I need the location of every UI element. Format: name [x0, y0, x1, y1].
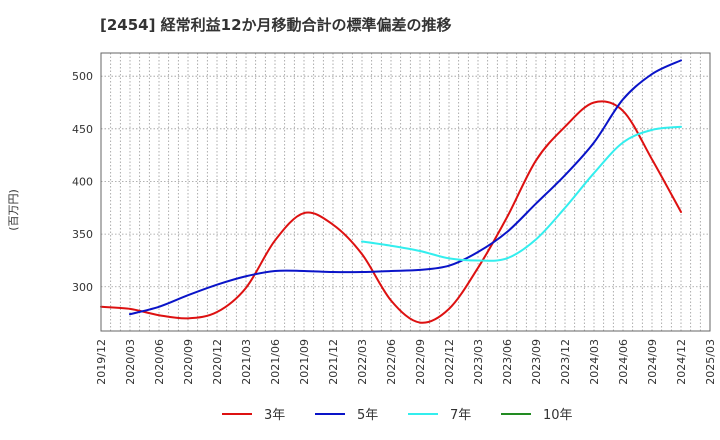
x-tick-label: 2020/09 [182, 339, 195, 385]
series-line-2 [361, 125, 682, 262]
x-tick-label: 2021/03 [240, 339, 253, 385]
x-tick-label: 2023/09 [530, 339, 543, 385]
x-tick-label: 2020/03 [124, 339, 137, 385]
series-lines [100, 59, 682, 324]
y-tick-label: 350 [72, 228, 93, 241]
x-tick-label: 2025/03 [704, 339, 717, 385]
x-tick-label: 2021/06 [269, 339, 282, 385]
x-tick-label: 2020/12 [211, 339, 224, 385]
legend-label: 10年 [543, 408, 573, 423]
series-line-0 [100, 100, 682, 324]
legend-label: 5年 [357, 408, 378, 423]
x-tick-label: 2022/09 [414, 339, 427, 385]
x-tick-label: 2022/06 [385, 339, 398, 385]
y-axis-label: (百万円) [7, 189, 20, 231]
plot-border [100, 52, 711, 332]
x-tick-label: 2020/06 [153, 339, 166, 385]
legend-label: 3年 [264, 408, 285, 423]
legend-label: 7年 [450, 408, 471, 423]
x-tick-label: 2024/12 [675, 339, 688, 385]
x-tick-label: 2023/03 [472, 339, 485, 385]
x-axis: 2019/12 2020/03 2020/06 2020/09 2020/12 2021/… [95, 339, 717, 385]
x-tick-label: 2024/06 [617, 339, 630, 385]
y-tick-label: 450 [72, 123, 93, 136]
x-tick-label: 2022/12 [443, 339, 456, 385]
legend: 3年 5年 7年 10年 [222, 408, 573, 423]
x-tick-label: 2023/12 [559, 339, 572, 385]
x-tick-label: 2024/09 [646, 339, 659, 385]
y-tick-label: 300 [72, 281, 93, 294]
x-tick-label: 2023/06 [501, 339, 514, 385]
series-line-1 [129, 59, 682, 316]
grid-lines [101, 53, 710, 331]
x-tick-label: 2022/03 [356, 339, 369, 385]
plot-area [101, 53, 710, 331]
x-tick-label: 2021/12 [327, 339, 340, 385]
y-tick-label: 400 [72, 175, 93, 188]
x-tick-label: 2024/03 [588, 339, 601, 385]
y-axis: 300 350 400 450 500 [72, 70, 93, 294]
chart-title: [2454] 経常利益12か月移動合計の標準偏差の推移 [100, 16, 452, 34]
x-tick-label: 2019/12 [95, 339, 108, 385]
y-tick-label: 500 [72, 70, 93, 83]
x-tick-label: 2021/09 [298, 339, 311, 385]
